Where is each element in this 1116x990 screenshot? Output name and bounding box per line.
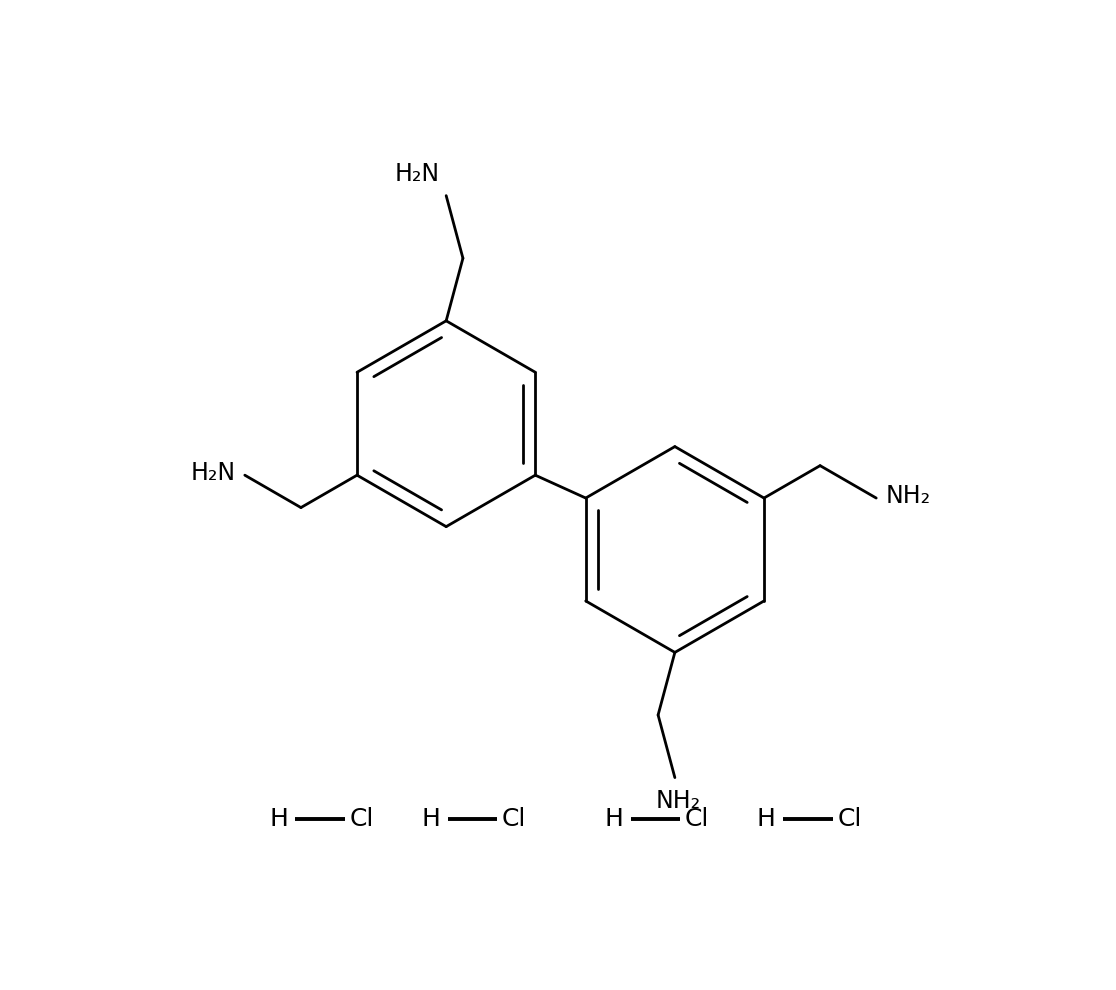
Text: Cl: Cl	[837, 807, 862, 831]
Text: H₂N: H₂N	[191, 461, 235, 485]
Text: H: H	[269, 807, 288, 831]
Text: H: H	[422, 807, 441, 831]
Text: Cl: Cl	[349, 807, 374, 831]
Text: H: H	[605, 807, 624, 831]
Text: Cl: Cl	[685, 807, 709, 831]
Text: H: H	[757, 807, 776, 831]
Text: Cl: Cl	[502, 807, 527, 831]
Text: NH₂: NH₂	[885, 484, 931, 508]
Text: H₂N: H₂N	[395, 162, 440, 186]
Text: NH₂: NH₂	[656, 789, 701, 813]
